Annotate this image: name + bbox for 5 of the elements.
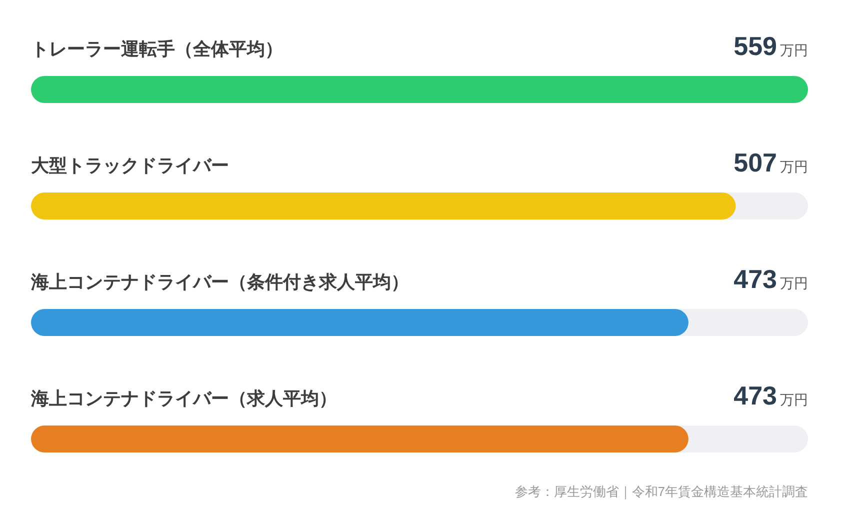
y-tick-label: 海上コンテナドライバー（条件付き求人平均）: [30, 272, 409, 292]
y-tick-label: 海上コンテナドライバー（求人平均）: [30, 388, 337, 408]
y-tick-label: 大型トラックドライバー: [30, 156, 229, 176]
text: 参考：厚生労働省｜令和7年賃金構造基本統計調査: [514, 484, 808, 500]
y-tick-label: トレーラー運転手（全体平均）: [31, 39, 283, 59]
